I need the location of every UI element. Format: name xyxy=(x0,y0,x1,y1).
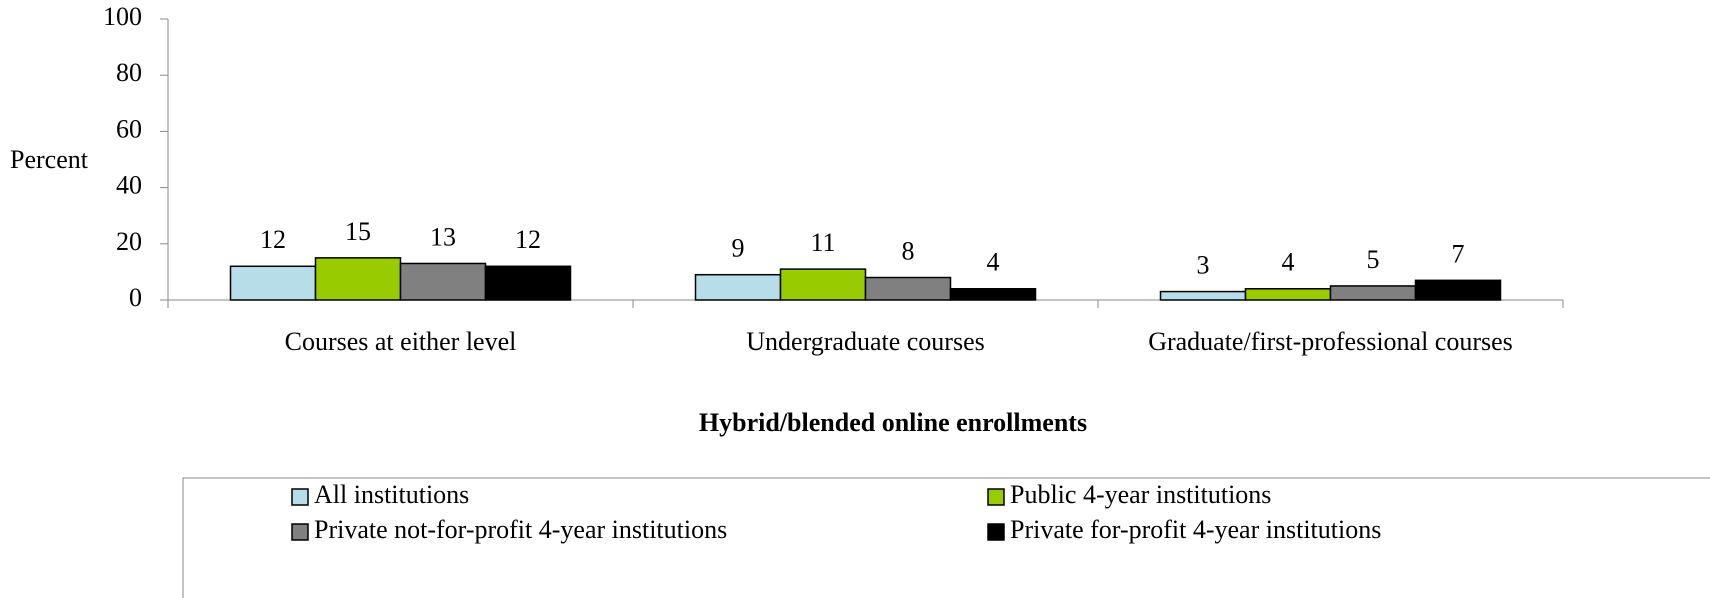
bar xyxy=(1244,288,1332,301)
legend-box xyxy=(182,477,1710,598)
bar xyxy=(1329,285,1417,301)
y-tick-label: 40 xyxy=(116,171,142,200)
y-tick-label: 100 xyxy=(103,2,142,31)
y-tick-label: 80 xyxy=(116,58,142,87)
legend-label: Public 4-year institutions xyxy=(1010,480,1271,509)
bar xyxy=(779,268,867,301)
bar xyxy=(949,288,1037,301)
data-label: 4 xyxy=(987,248,1000,277)
y-tick-label: 20 xyxy=(116,227,142,256)
legend-swatch xyxy=(291,523,309,541)
y-tick-label: 60 xyxy=(116,114,142,143)
data-label: 5 xyxy=(1367,245,1380,274)
data-label: 4 xyxy=(1282,248,1295,277)
legend-swatch xyxy=(987,523,1005,541)
bar xyxy=(229,265,317,301)
data-label: 12 xyxy=(515,225,541,254)
data-label: 12 xyxy=(260,225,286,254)
data-label: 13 xyxy=(430,222,456,251)
y-axis-label: Percent xyxy=(10,145,89,174)
legend-swatch xyxy=(987,488,1005,506)
y-tick-label: 0 xyxy=(129,283,142,312)
legend-label: Private for-profit 4-year institutions xyxy=(1010,515,1381,544)
x-axis-label: Hybrid/blended online enrollments xyxy=(699,408,1087,437)
data-label: 3 xyxy=(1197,251,1210,280)
bar xyxy=(1414,279,1502,301)
data-label: 8 xyxy=(902,236,915,265)
x-tick-label: Graduate/first-professional courses xyxy=(1148,327,1513,356)
bar xyxy=(484,265,572,301)
data-label: 7 xyxy=(1452,239,1465,268)
legend-label: Private not-for-profit 4-year institutio… xyxy=(314,515,727,544)
x-tick-label: Courses at either level xyxy=(285,327,517,356)
bar xyxy=(314,257,402,301)
legend-swatch xyxy=(291,488,309,506)
data-label: 11 xyxy=(810,228,835,257)
bar xyxy=(694,273,782,301)
x-tick-label: Undergraduate courses xyxy=(746,327,984,356)
bar xyxy=(864,276,952,301)
bar xyxy=(399,262,487,301)
data-label: 9 xyxy=(732,234,745,263)
legend-label: All institutions xyxy=(314,480,469,509)
data-label: 15 xyxy=(345,217,371,246)
bar xyxy=(1159,290,1247,301)
